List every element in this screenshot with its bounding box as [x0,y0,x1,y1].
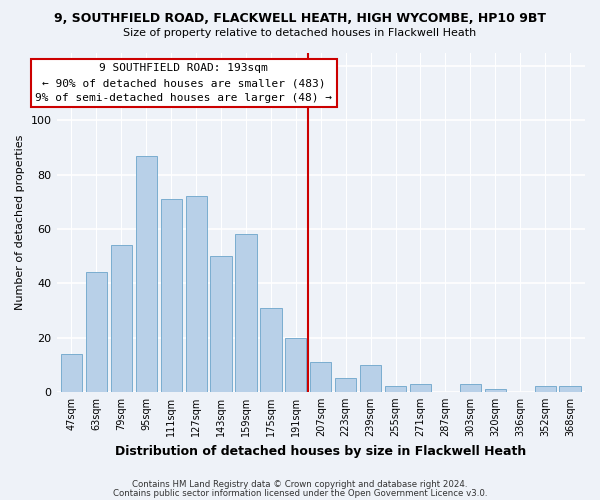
Bar [385,386,406,392]
Bar [86,272,107,392]
Bar [559,386,581,392]
Y-axis label: Number of detached properties: Number of detached properties [15,134,25,310]
Bar [360,364,381,392]
Text: Contains public sector information licensed under the Open Government Licence v3: Contains public sector information licen… [113,488,487,498]
Bar [61,354,82,392]
Bar [161,199,182,392]
Bar [460,384,481,392]
X-axis label: Distribution of detached houses by size in Flackwell Heath: Distribution of detached houses by size … [115,444,526,458]
Bar [260,308,281,392]
Bar [310,362,331,392]
Bar [335,378,356,392]
Bar [235,234,257,392]
Bar [211,256,232,392]
Bar [485,389,506,392]
Bar [136,156,157,392]
Bar [535,386,556,392]
Bar [185,196,207,392]
Bar [111,245,132,392]
Text: 9 SOUTHFIELD ROAD: 193sqm
← 90% of detached houses are smaller (483)
9% of semi-: 9 SOUTHFIELD ROAD: 193sqm ← 90% of detac… [35,64,332,103]
Bar [285,338,307,392]
Bar [410,384,431,392]
Text: Contains HM Land Registry data © Crown copyright and database right 2024.: Contains HM Land Registry data © Crown c… [132,480,468,489]
Text: Size of property relative to detached houses in Flackwell Heath: Size of property relative to detached ho… [124,28,476,38]
Text: 9, SOUTHFIELD ROAD, FLACKWELL HEATH, HIGH WYCOMBE, HP10 9BT: 9, SOUTHFIELD ROAD, FLACKWELL HEATH, HIG… [54,12,546,26]
